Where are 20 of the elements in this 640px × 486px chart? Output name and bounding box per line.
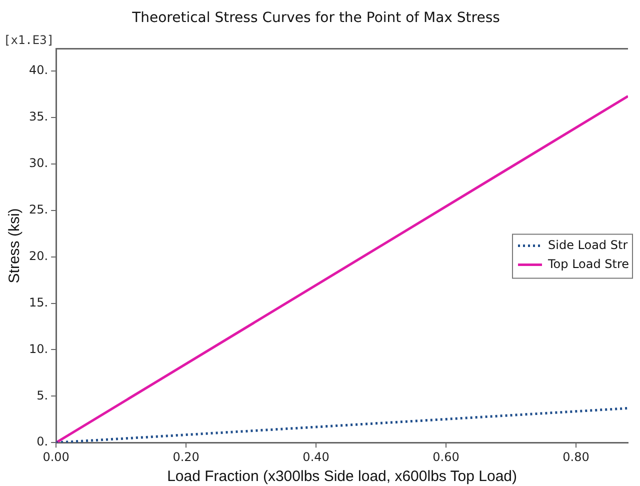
x-tick-label: 0.20 xyxy=(172,450,200,464)
y-tick-label: 20. xyxy=(28,248,48,263)
chart-title: Theoretical Stress Curves for the Point of Max Stress xyxy=(131,10,500,26)
x-axis-title: Load Fraction (x300lbs Side load, x600lbs Top Load) xyxy=(167,468,518,486)
legend-label: Top Load Stre xyxy=(547,256,630,271)
y-tick-label: 5. xyxy=(36,388,48,402)
y-tick-label: 10. xyxy=(28,342,48,356)
y-tick-label: 35. xyxy=(28,110,48,124)
y-axis-title: Stress (ksi) xyxy=(6,208,24,284)
x-tick-label: 0.80 xyxy=(562,450,590,464)
text: [x1.E3] xyxy=(4,32,54,47)
x-tick-label: 0.00 xyxy=(42,450,70,464)
x-tick-label: 0.60 xyxy=(432,450,460,464)
y-tick-label: 30. xyxy=(28,156,48,170)
y-tick-label: 25. xyxy=(28,202,48,217)
legend-label: Side Load Str xyxy=(548,238,628,252)
x-tick-label: 0.40 xyxy=(302,450,330,464)
y-tick-label: 40. xyxy=(28,63,48,78)
y-tick-label: 0. xyxy=(36,434,48,449)
y-tick-label: 15. xyxy=(28,295,48,310)
